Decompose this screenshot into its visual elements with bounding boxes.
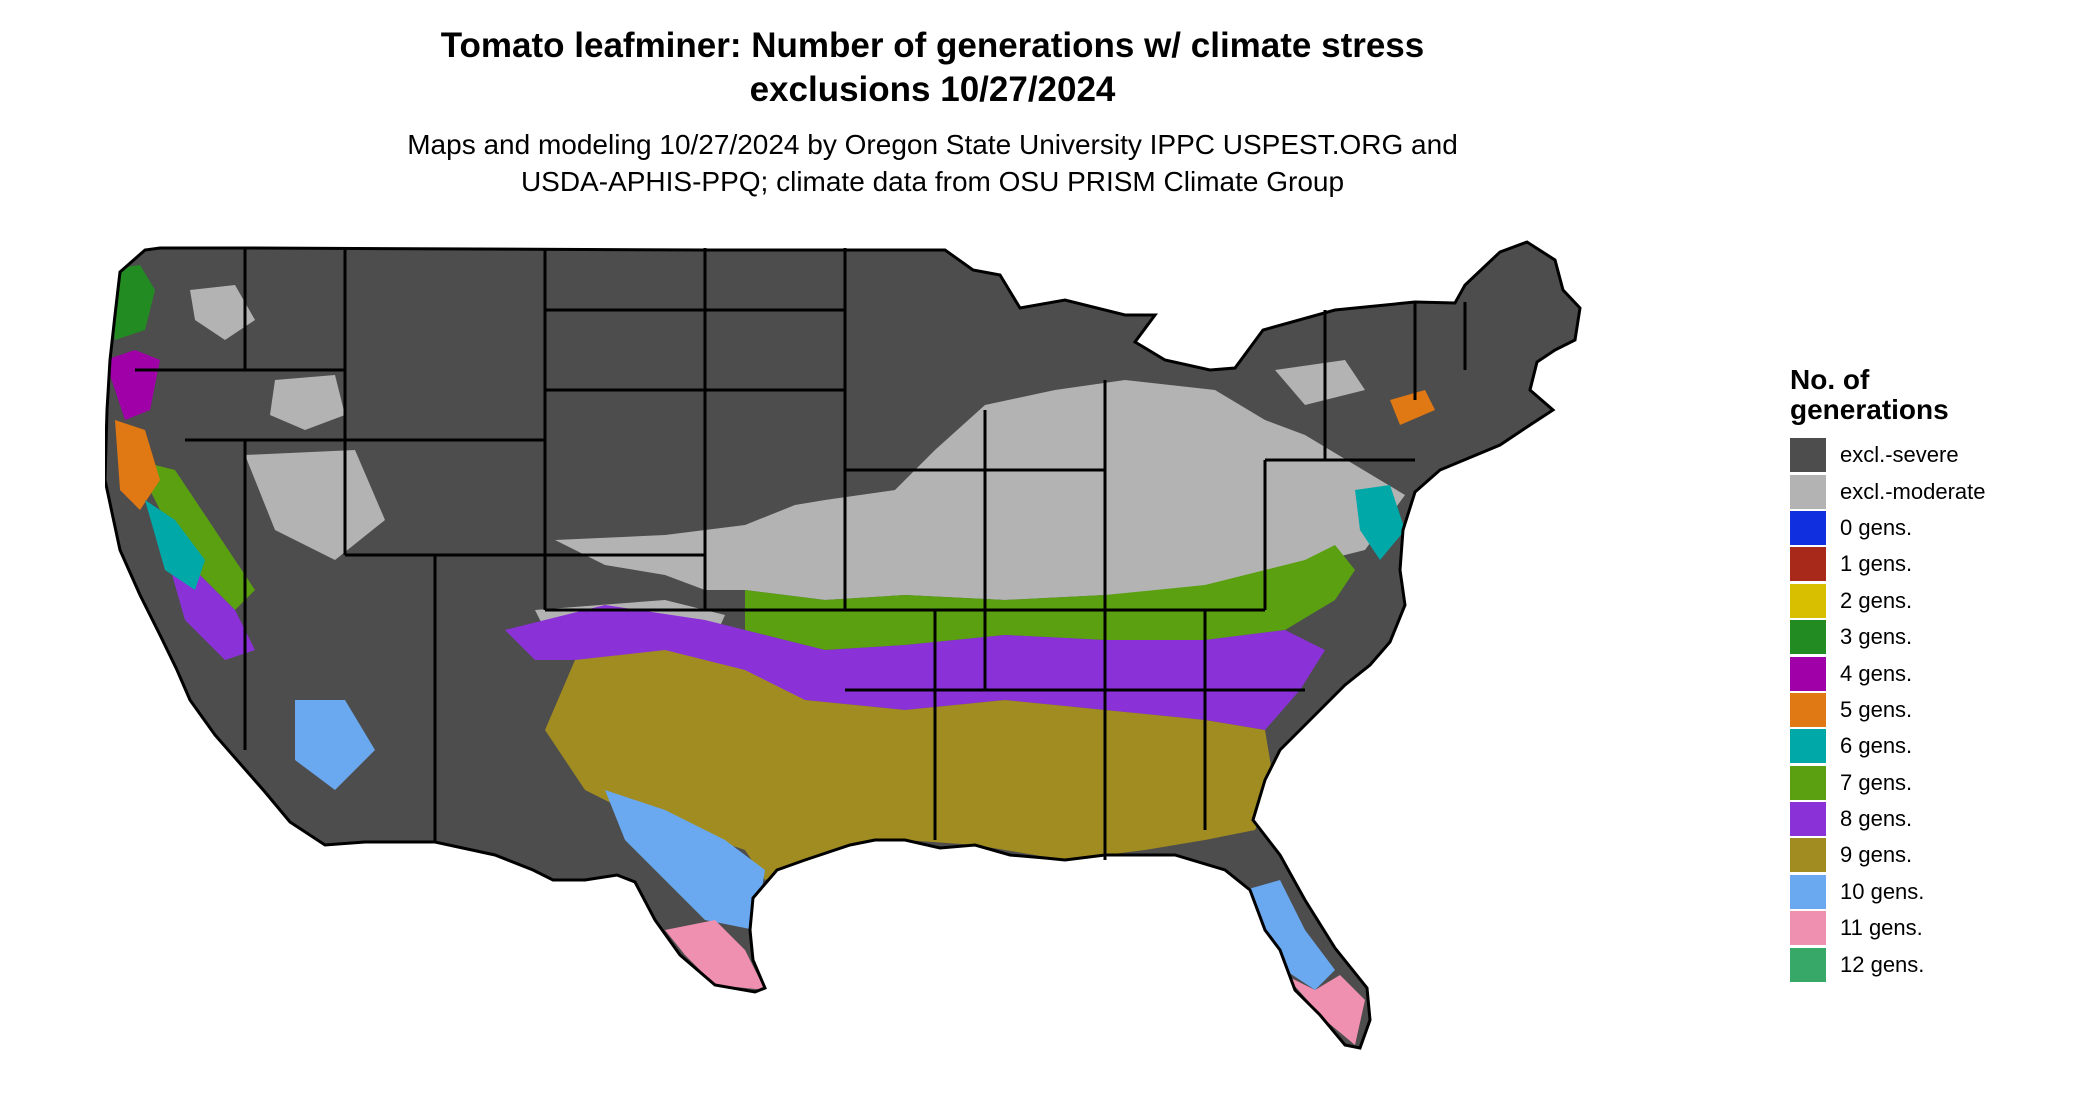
zone-excl-moderate bbox=[555, 380, 1405, 600]
zone-7-gens-west bbox=[135, 460, 255, 610]
legend-swatch bbox=[1790, 583, 1826, 618]
legend-swatch bbox=[1790, 656, 1826, 691]
legend-label: 6 gens. bbox=[1840, 733, 1913, 759]
legend-item: 12 gens. bbox=[1790, 946, 2090, 982]
legend-swatch bbox=[1790, 510, 1826, 545]
zone-10-gens-florida bbox=[1245, 880, 1335, 990]
legend-item: 8 gens. bbox=[1790, 801, 2090, 837]
legend-item: excl.-severe bbox=[1790, 437, 2090, 473]
legend-item: 7 gens. bbox=[1790, 765, 2090, 801]
zone-6-gens-east bbox=[1355, 485, 1405, 560]
legend-swatch bbox=[1790, 765, 1826, 800]
legend-label: 5 gens. bbox=[1840, 696, 1913, 722]
generation-zones bbox=[105, 242, 1580, 1048]
legend-swatch bbox=[1790, 547, 1826, 582]
zone-excl-moderate-basin bbox=[245, 450, 385, 560]
legend-label: 10 gens. bbox=[1840, 878, 1925, 904]
legend-items: excl.-severe excl.-moderate 0 gens. 1 ge… bbox=[1790, 437, 2090, 983]
legend-title-line-1: No. of bbox=[1790, 364, 1870, 395]
legend-label: 4 gens. bbox=[1840, 660, 1913, 686]
legend-item: excl.-moderate bbox=[1790, 473, 2090, 509]
legend-swatch bbox=[1790, 692, 1826, 727]
zone-4-gens-coast bbox=[105, 350, 160, 420]
legend-item: 10 gens. bbox=[1790, 874, 2090, 910]
legend-label: excl.-severe bbox=[1840, 442, 1959, 468]
legend-swatch bbox=[1790, 947, 1826, 982]
map-subtitle-line-2: USDA-APHIS-PPQ; climate data from OSU PR… bbox=[520, 166, 1345, 197]
legend-item: 3 gens. bbox=[1790, 619, 2090, 655]
zone-11-gens-florida bbox=[1285, 975, 1365, 1045]
legend-label: 11 gens. bbox=[1840, 915, 1923, 941]
zone-excl-moderate-northwest bbox=[190, 285, 255, 340]
legend-title-line-2: generations bbox=[1790, 394, 1949, 425]
legend-label: 1 gens. bbox=[1840, 551, 1913, 577]
zone-10-gens-texas bbox=[605, 790, 765, 930]
zone-excl-moderate-northeast bbox=[1275, 360, 1365, 405]
legend-item: 1 gens. bbox=[1790, 546, 2090, 582]
map-title-line-1: Tomato leafminer: Number of generations … bbox=[440, 26, 1425, 65]
zone-6-gens-coast bbox=[145, 500, 205, 590]
legend-label: 2 gens. bbox=[1840, 587, 1913, 613]
legend-title: No. of generations bbox=[1790, 365, 2090, 425]
legend-item: 5 gens. bbox=[1790, 692, 2090, 728]
zone-5-gens-east bbox=[1390, 390, 1435, 425]
zone-8-gens bbox=[505, 605, 1325, 730]
zone-excl-moderate-west bbox=[270, 375, 345, 430]
legend-item: 6 gens. bbox=[1790, 728, 2090, 764]
map-title-line-2: exclusions 10/27/2024 bbox=[749, 70, 1116, 109]
legend: No. of generations excl.-severe excl.-mo… bbox=[1790, 365, 2090, 983]
legend-item: 11 gens. bbox=[1790, 910, 2090, 946]
map-subtitle: Maps and modeling 10/27/2024 by Oregon S… bbox=[270, 126, 1595, 200]
legend-label: 12 gens. bbox=[1840, 951, 1925, 977]
legend-label: 0 gens. bbox=[1840, 514, 1913, 540]
legend-item: 0 gens. bbox=[1790, 510, 2090, 546]
legend-swatch bbox=[1790, 729, 1826, 764]
map-subtitle-line-1: Maps and modeling 10/27/2024 by Oregon S… bbox=[407, 129, 1458, 160]
legend-swatch bbox=[1790, 474, 1826, 509]
legend-label: 3 gens. bbox=[1840, 624, 1913, 650]
map-title: Tomato leafminer: Number of generations … bbox=[270, 24, 1595, 112]
zone-10-gens-arizona bbox=[295, 700, 375, 790]
legend-label: 9 gens. bbox=[1840, 842, 1913, 868]
legend-swatch bbox=[1790, 620, 1826, 655]
legend-item: 2 gens. bbox=[1790, 583, 2090, 619]
legend-label: 7 gens. bbox=[1840, 769, 1913, 795]
legend-item: 4 gens. bbox=[1790, 655, 2090, 691]
zone-9-gens bbox=[545, 650, 1275, 880]
legend-swatch bbox=[1790, 802, 1826, 837]
legend-item: 9 gens. bbox=[1790, 837, 2090, 873]
legend-label: 8 gens. bbox=[1840, 806, 1913, 832]
legend-swatch bbox=[1790, 911, 1826, 946]
state-borders bbox=[105, 240, 1582, 1050]
legend-swatch bbox=[1790, 874, 1826, 909]
legend-label: excl.-moderate bbox=[1840, 478, 1986, 504]
zone-11-gens-texas bbox=[665, 920, 765, 990]
us-generations-map bbox=[105, 240, 1582, 1050]
legend-swatch bbox=[1790, 838, 1826, 873]
legend-swatch bbox=[1790, 438, 1826, 473]
zone-7-gens bbox=[745, 545, 1355, 650]
zone-5-gens-coast bbox=[115, 420, 160, 510]
